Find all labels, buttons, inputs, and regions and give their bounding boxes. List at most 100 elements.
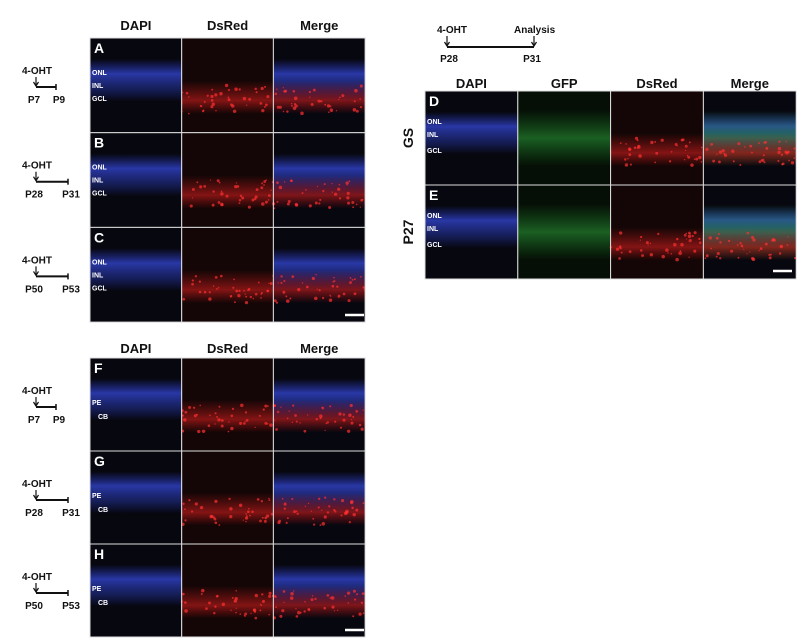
dsred-cell — [266, 514, 270, 518]
dsred-cell — [328, 205, 332, 209]
dsred-cell — [273, 299, 277, 303]
dsred-cell — [291, 497, 294, 501]
dsred-cell — [330, 596, 335, 600]
dsred-cell — [693, 158, 696, 160]
dsred-cell — [316, 185, 319, 188]
dsred-cell — [719, 241, 722, 244]
dsred-cell — [191, 197, 194, 199]
dsred-cell — [681, 138, 685, 142]
dsred-cell — [267, 194, 271, 197]
dsred-cell — [275, 428, 278, 431]
dsred-cell — [352, 108, 357, 112]
dsred-cell — [628, 148, 632, 151]
dsred-cell — [221, 203, 224, 207]
dsred-cell — [333, 276, 335, 279]
dsred-cell — [287, 200, 291, 204]
dsred-cell — [338, 197, 342, 200]
dsred-cell — [349, 277, 352, 279]
dsred-cell — [283, 502, 287, 506]
column-header: DAPI — [120, 18, 151, 33]
dsred-cell — [350, 421, 354, 425]
dsred-cell — [655, 151, 659, 155]
timeline-treatment: 4-OHT — [22, 255, 52, 266]
dsred-cell — [215, 110, 217, 112]
dsred-cell — [676, 145, 678, 147]
dsred-cell — [235, 607, 237, 609]
nuclear-stain — [90, 248, 182, 291]
dsred-cell — [288, 410, 290, 412]
dsred-cell — [329, 108, 334, 112]
dsred-stain — [610, 133, 704, 167]
dsred-cell — [637, 145, 641, 149]
dsred-cell — [768, 256, 772, 260]
dsred-cell — [294, 203, 299, 207]
column-header: DAPI — [120, 341, 151, 356]
dsred-cell — [261, 108, 265, 113]
dsred-cell — [282, 110, 285, 113]
row-label: P27 — [400, 219, 416, 244]
dsred-cell — [324, 103, 327, 106]
dsred-stain — [273, 80, 366, 114]
dsred-cell — [205, 607, 208, 610]
dsred-cell — [698, 241, 702, 245]
dsred-cell — [199, 505, 204, 510]
dsred-cell — [678, 251, 682, 256]
layer-label: INL — [92, 178, 104, 185]
dsred-cell — [305, 189, 307, 191]
dsred-cell — [346, 184, 348, 186]
dsred-cell — [283, 181, 286, 183]
dsred-cell — [282, 87, 284, 89]
dsred-cell — [289, 297, 292, 300]
dsred-cell — [349, 413, 352, 416]
dsred-cell — [235, 182, 238, 184]
dsred-cell — [268, 594, 272, 598]
timeline-end: P31 — [62, 508, 80, 519]
dsred-cell — [283, 601, 285, 604]
dsred-cell — [352, 206, 355, 209]
dsred-cell — [326, 594, 330, 597]
dsred-cell — [654, 161, 657, 164]
dsred-cell — [790, 161, 795, 165]
dsred-cell — [241, 196, 245, 200]
dsred-cell — [689, 233, 691, 235]
dsred-cell — [184, 508, 186, 511]
dsred-cell — [318, 497, 321, 500]
dsred-cell — [615, 247, 620, 251]
dsred-cell — [353, 278, 356, 281]
dsred-cell — [730, 249, 734, 253]
dsred-cell — [328, 298, 333, 302]
dsred-cell — [690, 163, 694, 167]
dsred-cell — [227, 96, 230, 99]
dsred-cell — [293, 102, 297, 106]
dsred-cell — [741, 245, 744, 248]
dsred-cell — [280, 275, 283, 278]
dsred-cell — [688, 256, 690, 258]
dsred-cell — [274, 419, 276, 421]
dsred-cell — [675, 257, 679, 262]
dsred-cell — [762, 154, 765, 157]
dsred-cell — [329, 596, 332, 599]
dsred-cell — [328, 505, 331, 508]
column-header: DAPI — [456, 76, 487, 91]
dsred-cell — [317, 506, 320, 509]
dsred-cell — [355, 203, 358, 206]
dsred-cell — [660, 138, 664, 142]
dsred-cell — [723, 153, 728, 157]
dsred-cell — [739, 242, 742, 245]
dsred-cell — [333, 192, 338, 196]
panel-border — [272, 226, 366, 323]
layer-label: GCL — [427, 242, 443, 249]
dsred-cell — [317, 99, 321, 103]
dsred-cell — [353, 598, 357, 601]
dsred-stain — [181, 175, 274, 209]
dsred-cell — [220, 192, 224, 196]
dsred-stain — [703, 227, 797, 261]
dsred-cell — [639, 239, 641, 241]
dsred-cell — [189, 204, 193, 208]
dsred-cell — [345, 181, 349, 185]
dsred-cell — [214, 275, 218, 279]
dsred-cell — [750, 235, 755, 240]
dsred-cell — [266, 423, 269, 425]
dsred-cell — [239, 613, 242, 615]
